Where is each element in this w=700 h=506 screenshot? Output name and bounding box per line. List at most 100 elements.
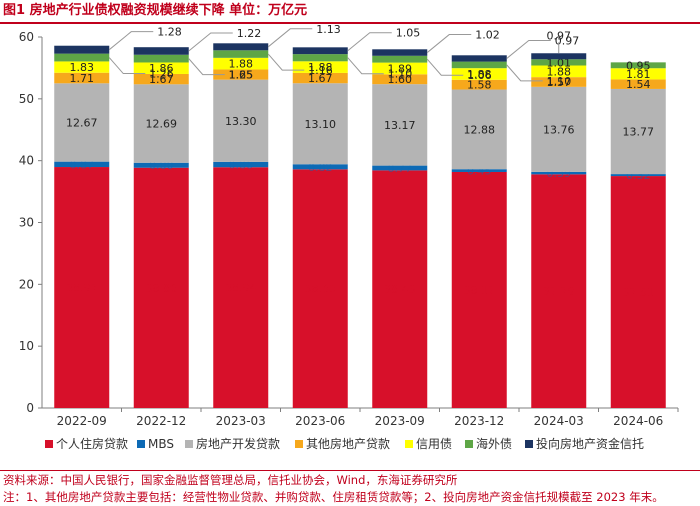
callout-leader [506, 39, 551, 59]
callout-leader [188, 32, 233, 52]
y-tick-label: 30 [19, 216, 34, 230]
callout-label: 1.22 [237, 27, 262, 40]
data-label-faint: 37.51 [623, 286, 655, 299]
legend-label: 海外债 [476, 436, 512, 451]
bar-segment [213, 167, 269, 408]
bar-segment [292, 54, 348, 62]
bar-segment [292, 169, 348, 408]
chart-title: 图1 房地产行业债权融资规模继续下降 单位：万亿元 [3, 3, 308, 18]
data-label: 1.71 [70, 72, 95, 85]
bar-segment [610, 176, 666, 408]
data-label: 1.81 [626, 68, 651, 81]
bar-segment [451, 79, 507, 90]
bar-segment [213, 50, 269, 58]
callout-leader [108, 57, 146, 75]
data-label: 1.88 [229, 58, 254, 71]
x-tick-label: 2022-12 [136, 414, 186, 428]
y-tick-label: 20 [19, 277, 34, 291]
y-tick-label: 60 [19, 30, 34, 44]
x-tick-label: 2023-09 [375, 414, 425, 428]
stacked-bar-chart: 01020304050602022-0938.970.8712.671.711.… [19, 24, 679, 451]
legend-swatch [525, 440, 533, 448]
callout-leader [267, 53, 305, 71]
data-label-faint: 38.94 [225, 282, 257, 295]
bar-segment [54, 167, 110, 408]
bar-segment [610, 174, 666, 177]
legend-swatch [45, 440, 53, 448]
callout-label: 1.13 [316, 24, 341, 36]
bar-segment [531, 174, 587, 408]
legend-swatch [137, 440, 145, 448]
bar-segment [372, 84, 428, 166]
data-label: 13.17 [384, 119, 416, 132]
data-label: 1.54 [626, 78, 651, 91]
data-label: 1.58 [467, 79, 492, 92]
bar-segment [451, 55, 507, 62]
bar-segment [451, 61, 507, 69]
bar-segment [133, 47, 189, 55]
x-tick-label: 2023-06 [295, 414, 345, 428]
bar-segment [531, 53, 587, 60]
bar-segment [213, 57, 269, 70]
footnote: 注：1、其他房地产贷款主要包括：经营性物业贷款、并购贷款、住房租赁贷款等；2、投… [3, 490, 664, 504]
legend-label: 房地产开发贷款 [196, 436, 280, 451]
callout-label: 0.97 [547, 29, 572, 42]
y-tick-label: 40 [19, 154, 34, 168]
bar-segment [54, 53, 110, 62]
data-label-faint: 38.97 [66, 282, 98, 295]
callout-leader [267, 28, 313, 48]
data-label-faint: 38.17 [464, 284, 496, 297]
legend-swatch [465, 440, 473, 448]
bar-segment [213, 43, 269, 51]
bar-segment [451, 89, 507, 170]
data-label: 1.01 [547, 56, 572, 69]
callout-label: 1.10 [547, 75, 572, 88]
bar-segment [133, 73, 189, 85]
bar-segment [531, 59, 587, 66]
callout-label: 1.25 [229, 69, 254, 82]
bar-segment [372, 74, 428, 85]
data-label-faint: 38.43 [384, 283, 416, 296]
legend-swatch [295, 440, 303, 448]
data-label: 13.77 [623, 126, 655, 139]
data-label: 1.60 [388, 73, 413, 86]
data-label: 12.67 [66, 116, 98, 129]
footer-divider [0, 470, 700, 471]
callout-leader [347, 57, 384, 75]
callout-label: 1.02 [475, 29, 500, 42]
data-label: 1.67 [308, 72, 333, 85]
data-label: 12.69 [146, 118, 178, 131]
callout-leader [108, 31, 154, 51]
data-label-faint: 37.79 [543, 285, 575, 298]
bar-segment [610, 62, 666, 69]
x-tick-label: 2023-12 [454, 414, 504, 428]
bar-segment [292, 61, 348, 73]
callout-label: 1.10 [388, 68, 413, 81]
callout-label: 1.16 [308, 64, 333, 77]
bar-segment [372, 165, 428, 171]
bar-segment [531, 77, 587, 87]
callout-label: 1.06 [467, 69, 492, 82]
bar-segment [372, 62, 428, 75]
data-source: 资料来源：中国人民银行，国家金融监督管理总局，信托业协会，Wind，东海证券研究… [3, 473, 458, 487]
bar-segment [133, 162, 189, 168]
bar-segment [133, 167, 189, 408]
bar-segment [372, 55, 428, 63]
bar-segment [610, 68, 666, 80]
bar-segment [292, 72, 348, 84]
legend-swatch [405, 440, 413, 448]
callout-leader [426, 58, 464, 76]
callout-leader [426, 34, 472, 53]
data-label: 13.10 [305, 118, 337, 131]
data-label-faint: 38.60 [305, 283, 337, 296]
bar-segment [372, 49, 428, 56]
callout-leader [347, 32, 392, 52]
bar-segment [213, 79, 269, 162]
title-divider [0, 22, 700, 24]
bar-segment [451, 169, 507, 172]
data-label: 1.57 [547, 76, 572, 89]
legend-swatch [185, 440, 193, 448]
data-label: 12.88 [464, 123, 496, 136]
y-tick-label: 50 [19, 92, 34, 106]
legend-label: MBS [148, 437, 174, 451]
